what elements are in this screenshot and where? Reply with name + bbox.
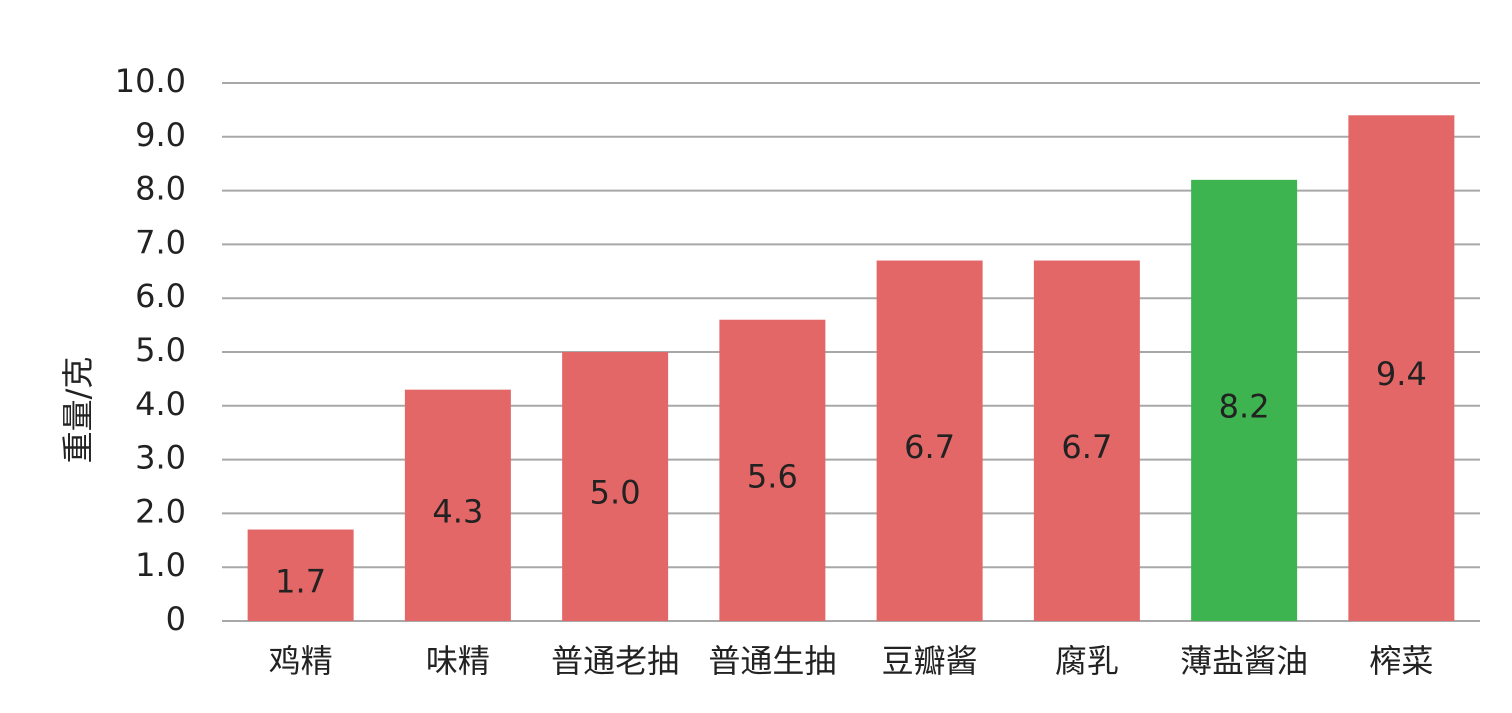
x-tick-label: 普通老抽 xyxy=(551,642,679,680)
x-tick-label: 普通生抽 xyxy=(708,642,836,680)
y-tick-label: 6.0 xyxy=(135,277,186,315)
y-tick-label: 3.0 xyxy=(135,439,186,477)
bar xyxy=(562,352,669,621)
y-tick-label: 9.0 xyxy=(135,116,186,154)
bar xyxy=(1191,179,1298,621)
bar xyxy=(1348,115,1455,621)
y-tick-label: 7.0 xyxy=(135,223,186,261)
x-tick-label: 鸡精 xyxy=(269,642,333,680)
y-tick-label: 1.0 xyxy=(135,546,186,584)
value-label: 1.7 xyxy=(275,562,326,600)
bar xyxy=(719,319,826,621)
bar xyxy=(876,260,983,621)
x-tick-label: 腐乳 xyxy=(1055,642,1119,680)
value-label: 5.6 xyxy=(747,457,798,495)
value-label: 6.7 xyxy=(904,428,955,466)
x-tick-label: 榨菜 xyxy=(1369,642,1433,680)
value-label: 9.4 xyxy=(1376,355,1427,393)
bar xyxy=(1033,260,1140,621)
x-tick-label: 味精 xyxy=(426,642,490,680)
y-tick-label: 8.0 xyxy=(135,170,186,208)
y-axis-label: 重量/克 xyxy=(59,357,97,464)
value-label: 8.2 xyxy=(1219,387,1270,425)
y-tick-label: 5.0 xyxy=(135,331,186,369)
value-label: 4.3 xyxy=(432,492,483,530)
x-tick-label: 豆瓣酱 xyxy=(882,642,978,680)
bar xyxy=(404,389,511,621)
y-tick-label: 2.0 xyxy=(135,492,186,530)
value-label: 6.7 xyxy=(1061,428,1112,466)
y-tick-label: 10.0 xyxy=(115,62,186,100)
x-tick-label: 薄盐酱油 xyxy=(1180,642,1308,680)
bar xyxy=(247,529,354,621)
y-tick-label: 4.0 xyxy=(135,385,186,423)
value-label: 5.0 xyxy=(590,474,641,512)
y-tick-label: 0 xyxy=(166,600,186,638)
